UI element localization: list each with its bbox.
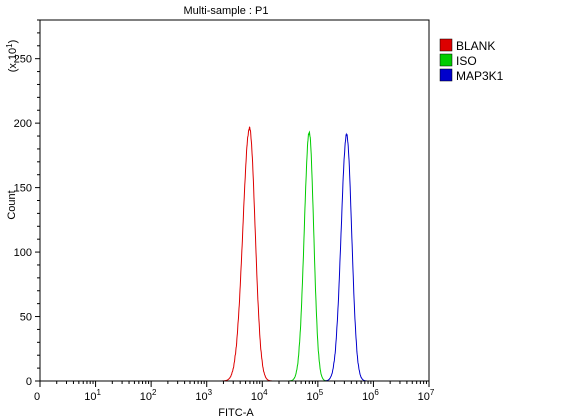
legend-swatch-iso bbox=[439, 53, 453, 67]
x-tick-label: 102 bbox=[140, 388, 157, 403]
legend-label-blank: BLANK bbox=[456, 39, 495, 53]
y-tick-label: 250 bbox=[14, 54, 32, 66]
x-tick-label: 101 bbox=[84, 388, 101, 403]
x-axis-ticks: 0 101 102 103 104 105 106 107 bbox=[34, 381, 435, 403]
series-line-blank bbox=[222, 126, 291, 382]
chart-title: Multi-sample : P1 bbox=[184, 5, 269, 17]
legend-swatch-map3k1 bbox=[439, 68, 453, 82]
y-tick-label: 100 bbox=[14, 247, 32, 259]
plot-frame bbox=[39, 19, 430, 382]
y-axis-title: Count bbox=[6, 190, 18, 219]
y-tick-label: 0 bbox=[26, 376, 32, 388]
legend-label-iso: ISO bbox=[456, 54, 477, 68]
series-line-iso bbox=[281, 130, 347, 382]
y-axis-scale-note: (x 101) bbox=[5, 40, 19, 73]
x-tick-label: 0 bbox=[34, 391, 40, 403]
x-tick-label: 107 bbox=[418, 388, 435, 403]
y-tick-label: 50 bbox=[20, 312, 32, 324]
svg-text:(x 101): (x 101) bbox=[5, 40, 19, 73]
x-axis-title: FITC-A bbox=[218, 407, 254, 419]
y-scale-note-exponent: 1 bbox=[5, 43, 14, 48]
series-line-map3k1 bbox=[320, 132, 393, 382]
legend-swatch-blank bbox=[439, 38, 453, 52]
y-tick-label: 150 bbox=[14, 183, 32, 195]
y-scale-note-prefix: (x 10 bbox=[7, 48, 19, 72]
series-layer bbox=[222, 126, 393, 382]
y-axis-ticks: 0 50 100 150 200 250 bbox=[14, 19, 40, 388]
x-tick-label: 105 bbox=[307, 388, 324, 403]
x-tick-label: 104 bbox=[251, 388, 268, 403]
y-scale-note-close: ) bbox=[7, 40, 19, 44]
y-tick-label: 200 bbox=[14, 118, 32, 130]
x-tick-label: 103 bbox=[195, 388, 212, 403]
legend-label-map3k1: MAP3K1 bbox=[456, 69, 504, 83]
x-tick-label: 106 bbox=[362, 388, 379, 403]
